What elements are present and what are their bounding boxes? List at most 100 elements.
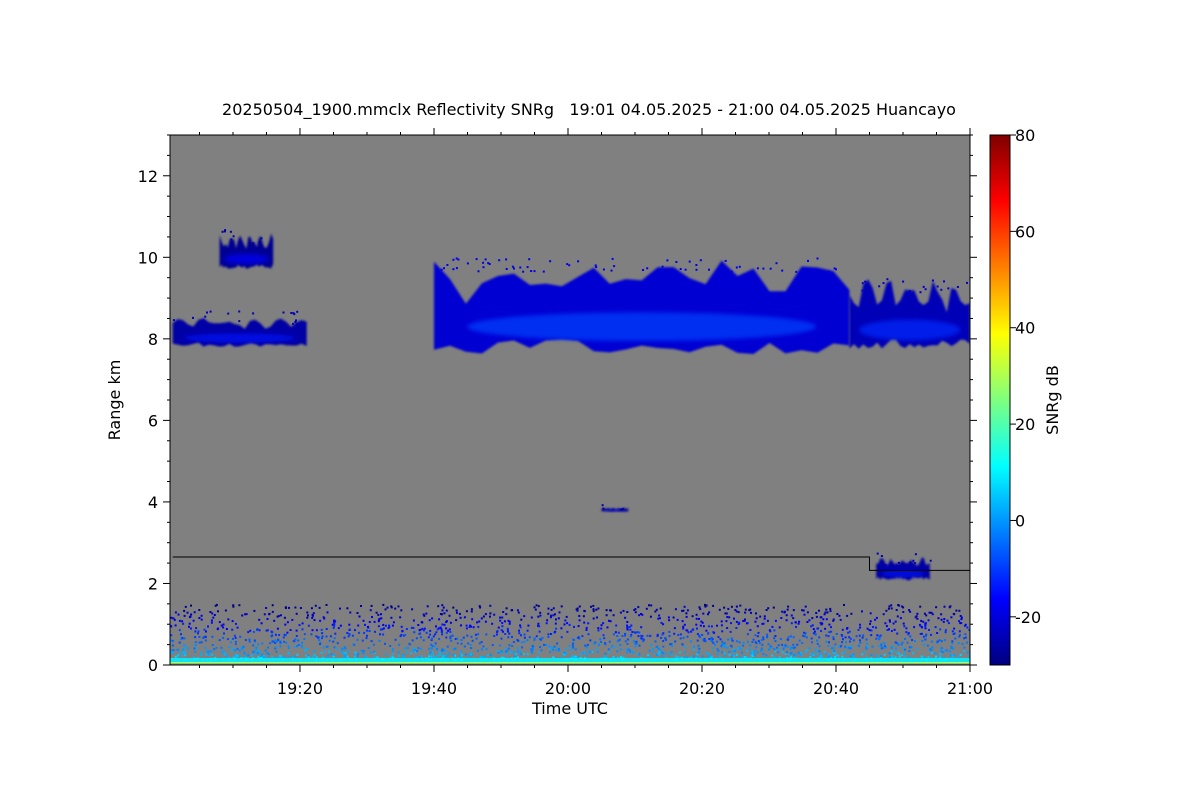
- clutter-speck: [271, 604, 274, 607]
- clutter-speck: [386, 606, 389, 609]
- clutter-speck: [478, 642, 481, 645]
- clutter-speck: [491, 622, 494, 625]
- cloud-speckle: [488, 263, 491, 265]
- clutter-speck: [930, 649, 933, 651]
- cloud-speckle: [717, 269, 720, 272]
- clutter-speck: [816, 639, 818, 642]
- clutter-speck: [698, 647, 701, 650]
- clutter-speck: [431, 651, 434, 654]
- cloud-layers: [172, 229, 970, 581]
- clutter-speck: [198, 641, 201, 644]
- clutter-speck: [422, 639, 425, 642]
- clutter-speck: [664, 637, 667, 640]
- clutter-speck: [928, 611, 931, 614]
- cloud-speckle: [477, 270, 480, 273]
- clutter-speck: [445, 627, 448, 630]
- clutter-speck: [737, 623, 740, 626]
- cloud-speckle: [602, 268, 605, 271]
- cloud-speckle: [295, 319, 297, 322]
- clutter-speck: [507, 619, 510, 622]
- clutter-speck: [744, 618, 746, 621]
- cloud-speckle: [684, 268, 687, 271]
- clutter-speck: [367, 625, 369, 628]
- clutter-speck: [756, 625, 759, 628]
- clutter-speck: [753, 654, 756, 657]
- clutter-speck: [419, 628, 422, 631]
- clutter-speck: [367, 647, 370, 649]
- clutter-speck: [620, 656, 622, 659]
- clutter-speck: [909, 635, 912, 638]
- clutter-speck: [432, 635, 435, 638]
- clutter-speck: [661, 633, 664, 636]
- clutter-speck: [595, 648, 598, 651]
- clutter-speck: [413, 647, 415, 650]
- clutter-speck: [200, 641, 203, 644]
- clutter-speck: [354, 629, 356, 632]
- clutter-speck: [410, 652, 413, 655]
- clutter-speck: [275, 646, 278, 649]
- cloud-speckle: [781, 269, 784, 272]
- clutter-speck: [482, 655, 485, 658]
- clutter-speck: [321, 637, 323, 640]
- clutter-speck: [515, 653, 517, 656]
- clutter-speck: [743, 656, 746, 659]
- clutter-speck: [534, 608, 537, 611]
- clutter-speck: [296, 645, 298, 648]
- clutter-speck: [430, 643, 433, 646]
- clutter-speck: [333, 637, 336, 640]
- clutter-speck: [193, 647, 196, 650]
- clutter-speck: [766, 619, 769, 622]
- clutter-speck: [897, 643, 900, 646]
- cloud-speckle: [835, 268, 837, 271]
- clutter-speck: [828, 623, 831, 626]
- clutter-speck: [190, 604, 192, 607]
- clutter-speck: [717, 653, 719, 656]
- clutter-speck: [770, 646, 773, 649]
- clutter-speck: [958, 630, 961, 633]
- clutter-speck: [734, 649, 736, 652]
- clutter-speck: [682, 627, 685, 630]
- cloud-speckle: [238, 320, 241, 323]
- clutter-speck: [194, 641, 197, 644]
- clutter-speck: [878, 638, 880, 641]
- clutter-speck: [763, 615, 766, 618]
- clutter-speck: [183, 637, 186, 640]
- clutter-speck: [470, 608, 473, 611]
- clutter-speck: [452, 654, 455, 657]
- clutter-speck: [255, 648, 258, 651]
- cloud-speckle: [613, 265, 616, 268]
- clutter-speck: [511, 644, 514, 647]
- cloud-speckle: [646, 267, 649, 270]
- clutter-speck: [868, 629, 871, 632]
- clutter-speck: [902, 647, 905, 650]
- clutter-speck: [429, 633, 431, 636]
- clutter-speck: [538, 625, 541, 628]
- clutter-speck: [253, 609, 256, 612]
- clutter-speck: [790, 655, 793, 658]
- clutter-speck: [693, 646, 695, 648]
- clutter-speck: [234, 643, 237, 646]
- clutter-speck: [456, 642, 459, 645]
- clutter-speck: [416, 650, 419, 653]
- clutter-speck: [225, 654, 228, 657]
- clutter-speck: [188, 622, 191, 625]
- clutter-speck: [756, 635, 759, 638]
- clutter-speck: [657, 617, 660, 620]
- clutter-speck: [946, 619, 949, 622]
- clutter-speck: [405, 628, 408, 630]
- clutter-surface-band: [170, 658, 970, 662]
- clutter-speck: [771, 654, 774, 657]
- clutter-speck: [880, 655, 882, 657]
- clutter-speck: [573, 639, 576, 641]
- clutter-speck: [337, 627, 340, 630]
- clutter-speck: [618, 638, 621, 641]
- clutter-speck: [607, 648, 610, 651]
- cloud-speckle: [566, 263, 569, 266]
- clutter-speck: [866, 646, 869, 648]
- clutter-speck: [785, 619, 788, 622]
- clutter-speck: [182, 651, 185, 654]
- clutter-speck: [531, 646, 534, 649]
- clutter-speck: [953, 613, 956, 616]
- clutter-speck: [878, 635, 881, 638]
- clutter-speck: [402, 653, 405, 656]
